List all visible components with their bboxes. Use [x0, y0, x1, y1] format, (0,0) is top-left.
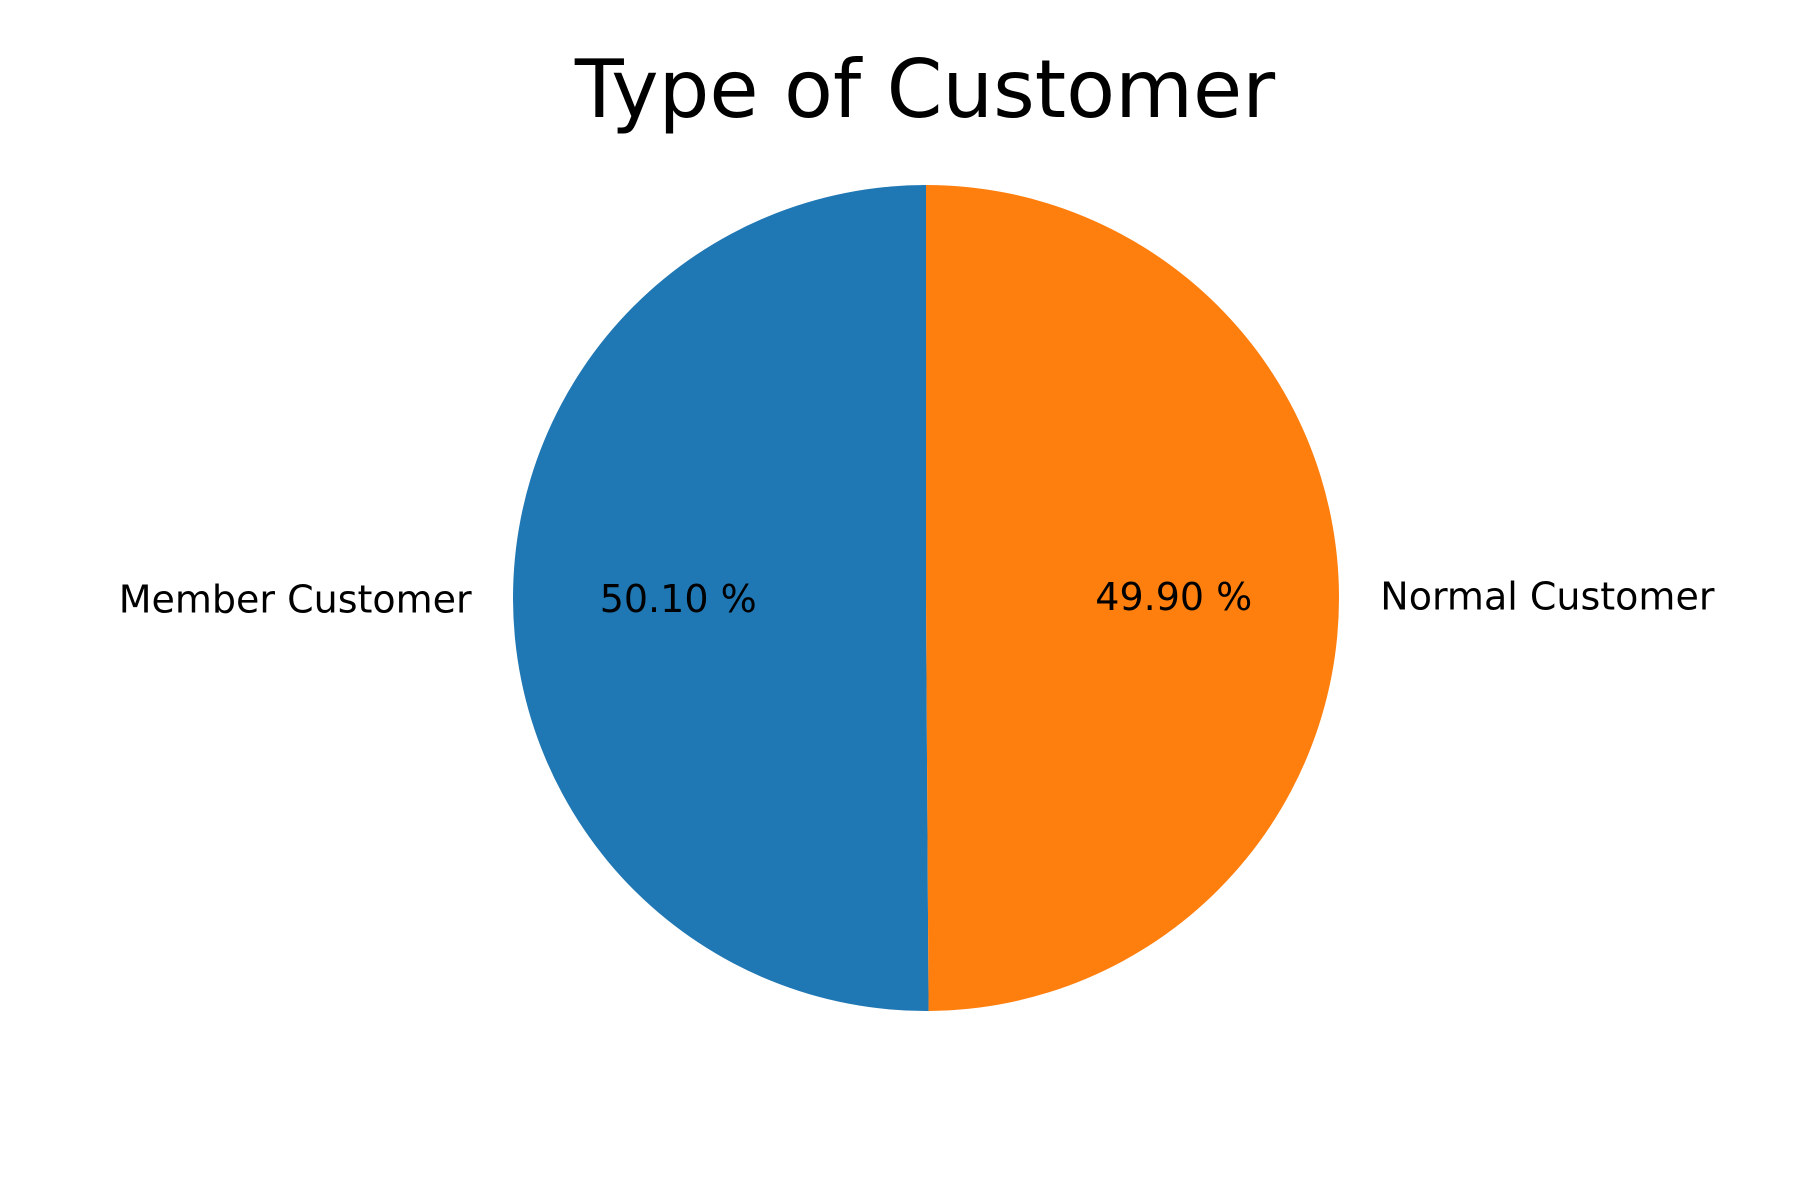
pie-slices [513, 184, 1340, 1011]
slice-label-normal-customer: Normal Customer [1380, 575, 1715, 619]
pct-label-member-customer: 50.10 % [600, 577, 757, 621]
pct-label-normal-customer: 49.90 % [1095, 575, 1252, 619]
pie-labels: Member Customer 50.10 % Normal Customer 49.… [119, 575, 1715, 622]
pie-slice-member-customer [513, 185, 929, 1011]
slice-label-member-customer: Member Customer [119, 577, 472, 621]
pie-slice-normal-customer [926, 184, 1340, 1011]
chart-title: Type of Customer [574, 43, 1275, 136]
